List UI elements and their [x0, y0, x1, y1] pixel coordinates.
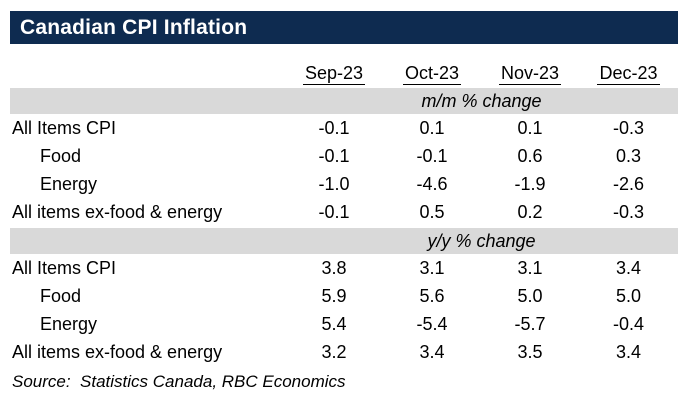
- cell-value: 0.1: [419, 118, 445, 138]
- cell-value: 3.8: [321, 258, 347, 278]
- table-row: All Items CPI -0.1 0.1 0.1 -0.3: [10, 114, 678, 142]
- source-note: Source: Statistics Canada, RBC Economics: [12, 372, 346, 391]
- cell-value: 5.0: [615, 286, 642, 306]
- cell-value: 0.3: [615, 146, 642, 166]
- section-band-yy: y/y % change: [10, 228, 678, 254]
- table-row: Energy 5.4 -5.4 -5.7 -0.4: [10, 310, 678, 338]
- cell-value: 3.5: [517, 342, 543, 362]
- cell-value: 0.6: [517, 146, 543, 166]
- column-header-nov23: Nov-23: [498, 63, 562, 85]
- cell-value: 5.9: [321, 286, 347, 306]
- cell-value: -0.1: [318, 118, 350, 138]
- cell-value: -0.1: [318, 202, 350, 222]
- cell-value: -0.1: [318, 146, 350, 166]
- row-label-all-items-cpi: All Items CPI: [12, 258, 117, 278]
- cell-value: 5.0: [517, 286, 543, 306]
- cell-value: 3.1: [517, 258, 543, 278]
- cell-value: 3.4: [615, 342, 642, 362]
- cell-value: 5.6: [419, 286, 445, 306]
- cell-value: -0.1: [416, 146, 448, 166]
- section-label-mm: m/m % change: [421, 91, 542, 111]
- column-header-sep23: Sep-23: [302, 63, 366, 85]
- cell-value: -2.6: [612, 174, 645, 194]
- cell-value: -1.0: [318, 174, 350, 194]
- cell-value: -0.3: [612, 202, 645, 222]
- row-label-food: Food: [40, 286, 82, 306]
- cell-value: -0.4: [612, 314, 645, 334]
- cpi-table-page: Canadian CPI Inflation Sep-23 Oct-23 Nov…: [10, 11, 678, 391]
- cell-value: 3.2: [321, 342, 347, 362]
- section-band-mm: m/m % change: [10, 88, 678, 114]
- cell-value: 3.1: [419, 258, 445, 278]
- row-label-ex-food-energy: All items ex-food & energy: [12, 342, 223, 362]
- cell-value: -5.7: [514, 314, 546, 334]
- table-row: Energy -1.0 -4.6 -1.9 -2.6: [10, 170, 678, 198]
- table-row: All items ex-food & energy 3.2 3.4 3.5 3…: [10, 338, 678, 366]
- cell-value: -5.4: [416, 314, 448, 334]
- cell-value: 0.5: [419, 202, 445, 222]
- cell-value: -1.9: [514, 174, 546, 194]
- row-label-all-items-cpi: All Items CPI: [12, 118, 117, 138]
- cell-value: 5.4: [321, 314, 347, 334]
- column-header-row: Sep-23 Oct-23 Nov-23 Dec-23: [10, 60, 678, 86]
- row-label-energy: Energy: [40, 174, 98, 194]
- section-label-yy: y/y % change: [427, 231, 536, 251]
- row-label-ex-food-energy: All items ex-food & energy: [12, 202, 223, 222]
- table-row: Food 5.9 5.6 5.0 5.0: [10, 282, 678, 310]
- cell-value: 3.4: [419, 342, 445, 362]
- cell-value: 0.2: [517, 202, 543, 222]
- row-label-energy: Energy: [40, 314, 98, 334]
- page-title: Canadian CPI Inflation: [10, 11, 678, 44]
- table-row: All Items CPI 3.8 3.1 3.1 3.4: [10, 254, 678, 282]
- column-header-dec23: Dec-23: [597, 63, 660, 85]
- cell-value: -0.3: [612, 118, 645, 138]
- cell-value: 0.1: [517, 118, 543, 138]
- row-label-food: Food: [40, 146, 82, 166]
- table-row: All items ex-food & energy -0.1 0.5 0.2 …: [10, 198, 678, 226]
- cell-value: -4.6: [416, 174, 448, 194]
- cell-value: 3.4: [615, 258, 642, 278]
- column-header-oct23: Oct-23: [402, 63, 462, 85]
- table-row: Food -0.1 -0.1 0.6 0.3: [10, 142, 678, 170]
